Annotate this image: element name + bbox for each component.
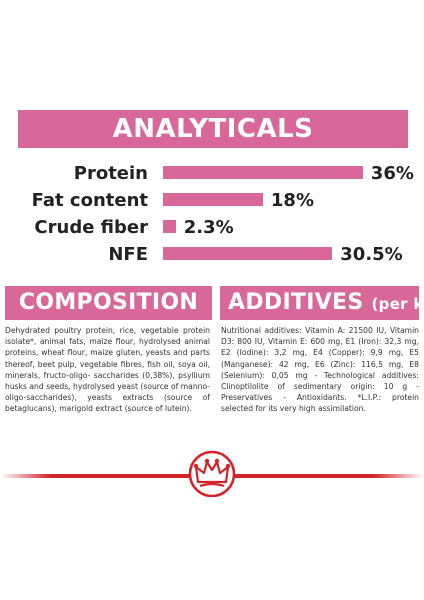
constituent-label: Fat content [31, 190, 148, 211]
constituent-bar [163, 247, 333, 260]
constituent-value: 2.3% [183, 217, 234, 238]
additives-unit: (per kg) [371, 295, 420, 313]
composition-header: COMPOSITION [5, 286, 212, 320]
constituent-row-protein: Protein 36% [0, 160, 424, 187]
analytical-constituents-header: ANALYTICALS CONSTITUENTS [18, 110, 408, 182]
constituent-value: 36% [370, 163, 414, 184]
constituent-label: NFE [108, 244, 148, 265]
constituent-bar [163, 166, 363, 179]
composition-text: Dehydrated poultry protein, rice, vegeta… [5, 326, 210, 414]
constituents-chart: Protein 36% Fat content 18% Crude fiber … [0, 160, 424, 268]
constituent-row-nfe: NFE 30.5% [0, 241, 424, 268]
additives-text: Nutritional additives: Vitamin A: 21500 … [221, 326, 419, 414]
constituent-value: 18% [270, 190, 314, 211]
royal-canin-crown-icon [188, 450, 236, 497]
constituent-value: 30.5% [340, 244, 403, 265]
constituent-label: Crude fiber [34, 217, 148, 238]
constituent-bar [163, 193, 263, 206]
additives-title: ADDITIVES [228, 290, 364, 315]
constituent-row-fiber: Crude fiber 2.3% [0, 214, 424, 241]
additives-header: ADDITIVES (per kg) [220, 286, 419, 320]
constituent-bar [163, 220, 176, 233]
constituent-label: Protein [73, 163, 148, 184]
constituent-row-fat: Fat content 18% [0, 187, 424, 214]
